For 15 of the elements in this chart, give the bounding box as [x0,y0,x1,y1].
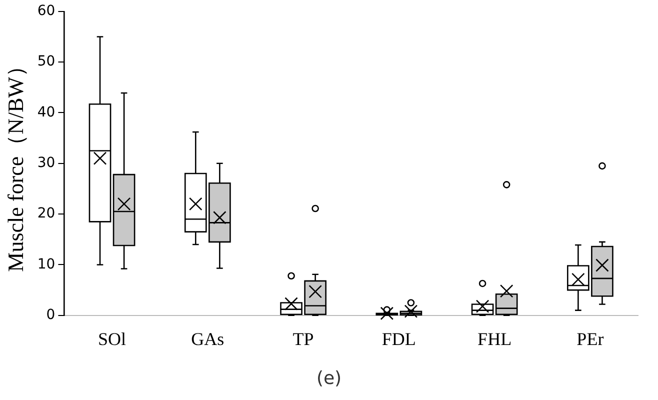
x-tick-label: FDL [382,328,416,349]
x-tick-label: FHL [478,328,512,349]
y-tick-label: 30 [37,155,56,172]
y-tick-label: 10 [37,256,56,272]
y-tick-label: 40 [37,104,56,120]
y-tick-label: 50 [37,54,56,70]
y-tick-label: 60 [37,3,56,20]
x-tick-label: GAs [191,328,224,349]
y-tick-label: 0 [46,307,56,324]
text: (e) [315,368,343,389]
x-tick-label: SOl [98,328,126,349]
y-tick-label: 20 [37,206,56,222]
y-axis-title: Muscle force（N/BW） [2,54,28,272]
x-tick-label: PEr [576,328,604,349]
x-tick-label: TP [292,328,314,349]
